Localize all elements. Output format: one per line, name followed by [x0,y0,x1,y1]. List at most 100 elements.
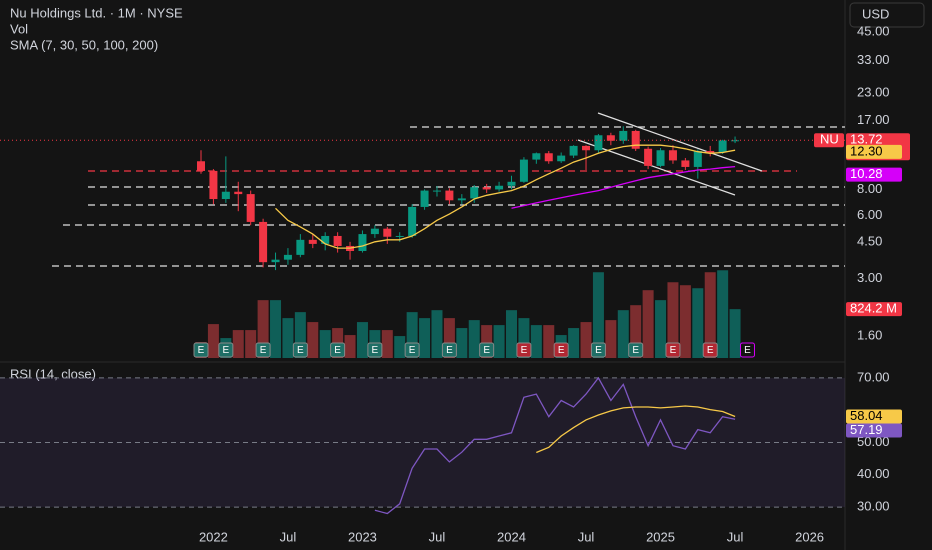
candle-body [557,155,566,162]
volume-bar [468,320,480,358]
candle-body [656,150,665,166]
earnings-marker [255,342,271,358]
earnings-marker [665,342,681,358]
candle-body [432,190,441,192]
series-value-label-box [846,167,902,182]
x-tick-label: Jul [727,529,744,544]
last-price: 13.72 [850,132,883,147]
candle-body [619,130,628,141]
volume-bar [717,270,729,358]
candle-body [731,140,740,142]
volume-bar [307,322,319,358]
candle-body [569,145,578,156]
earnings-label: E [223,345,230,356]
volume-bar [207,324,219,358]
trend-line [577,139,736,196]
candle-body [358,234,367,251]
y-tick-label: 70.00 [857,369,890,384]
x-tick-label: Jul [429,529,446,544]
earnings-marker [367,342,383,358]
earnings-marker [193,342,209,358]
volume-bar [543,325,555,358]
currency[interactable]: USD [862,6,889,21]
candle-body [197,161,205,171]
candle-body [507,181,516,186]
earnings-label: E [558,345,565,356]
candle-body [668,150,677,161]
earnings-label: E [483,345,490,356]
volume-bar [580,322,592,358]
volume-bar [270,300,282,358]
candle-body [308,239,317,244]
volume-bar [493,325,505,358]
volume-bar [592,272,604,358]
volume-value-label-box [846,302,902,317]
candle-body [259,221,268,263]
rsi-value-label-box [846,409,902,424]
x-tick-label: Jul [280,529,297,544]
candle-body [296,239,305,255]
candle-body [606,135,615,141]
symbol-label: NU [820,132,839,147]
candle-body [383,228,392,237]
volume-bar [232,330,244,358]
earnings-marker [516,342,532,358]
candle-body [631,130,640,149]
volume-bar [245,330,257,358]
candle-body [482,187,491,190]
volume-bar [704,272,716,358]
y-tick-label: 45.00 [857,24,890,39]
candle-body [271,259,280,263]
volume-bar [667,282,679,358]
earnings-label: E [198,345,205,356]
y-tick-label: 17.00 [857,112,890,127]
volume-bar [282,318,294,358]
candle-body [283,254,292,260]
candle-body [321,235,330,244]
series-value-label: 10.28 [850,166,883,181]
earnings-marker [218,342,234,358]
volume-bar [344,335,356,358]
volume-bar [419,318,431,358]
earnings-marker [404,342,420,358]
earnings-marker [628,342,644,358]
candle-body [693,150,702,167]
candle-body [519,159,528,182]
earnings-label: E [297,345,304,356]
symbol-box [814,133,844,148]
rsi-value-label: 57.19 [850,422,883,437]
x-tick-label: 2024 [497,529,526,544]
candle-body [209,170,218,200]
x-tick-label: 2023 [348,529,377,544]
earnings-label: E [446,345,453,356]
x-tick-label: Jul [578,529,595,544]
volume-bar [406,312,418,358]
y-tick-label: 4.50 [857,233,882,248]
volume-bar [356,322,368,358]
candle-body [594,135,603,151]
volume-bar [257,300,269,358]
y-tick-label: 8.00 [857,181,882,196]
earnings-label: E [707,345,714,356]
earnings-label: E [409,345,416,356]
earnings-marker [479,342,495,358]
trend-line [597,112,763,172]
candle-body [420,190,429,207]
volume-bar [605,320,617,358]
candle-body [644,148,653,166]
candle-body [470,187,479,199]
earnings-marker [739,342,755,358]
candle-body [395,235,404,237]
currency-button[interactable] [849,2,925,28]
volume-bar [319,330,331,358]
volume-bar [530,325,542,358]
volume-bar [431,310,443,358]
volume-bar [506,310,517,358]
y-tick-label: 50.00 [857,434,890,449]
y-tick-label: 1.60 [857,327,882,342]
series-value-label: 12.30 [850,143,883,158]
volume-bar [568,328,580,358]
candle-body [544,153,553,162]
candles [197,126,740,271]
volume-bar [456,328,468,358]
